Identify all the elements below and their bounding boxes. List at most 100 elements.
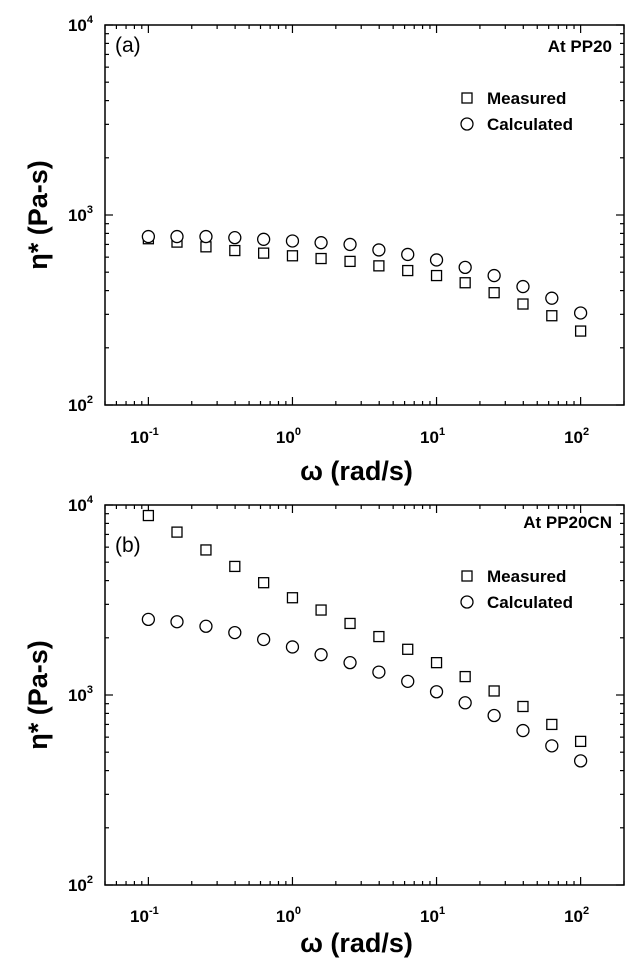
legend-marker-measured [461, 92, 473, 104]
data-point-calculated [170, 615, 184, 629]
data-point-calculated [141, 229, 156, 244]
data-point-measured [459, 670, 471, 683]
chart-title: At PP20CN [523, 513, 612, 532]
data-point-calculated [314, 648, 328, 662]
x-tick-label: 10-1 [130, 426, 159, 447]
x-tick-label: 101 [420, 426, 445, 447]
data-point-measured [286, 592, 299, 604]
series-measured [142, 509, 587, 748]
data-point-measured [315, 252, 327, 265]
data-point-calculated [545, 739, 559, 753]
data-point-calculated [458, 260, 472, 275]
x-tick-label: 101 [420, 905, 445, 926]
data-point-measured [229, 244, 241, 257]
y-axis-label: η* (Pa-s) [23, 640, 53, 750]
data-point-measured [402, 643, 414, 655]
legend-label-calculated: Calculated [487, 593, 573, 612]
data-point-calculated [141, 612, 156, 627]
data-point-calculated [372, 243, 386, 257]
data-point-calculated [458, 696, 472, 710]
y-tick-label-exponent: 4 [87, 14, 94, 26]
x-tick-label-base: 10 [564, 428, 583, 447]
legend-label-calculated: Calculated [487, 115, 573, 134]
data-point-calculated [256, 632, 271, 647]
data-point-measured [229, 560, 241, 573]
data-point-measured [257, 577, 270, 589]
x-tick-label-exponent: 1 [439, 426, 445, 438]
y-tick-label-base: 10 [68, 496, 87, 515]
y-tick-label-exponent: 2 [87, 874, 93, 886]
data-point-calculated [429, 685, 444, 699]
y-tick-label-base: 10 [68, 396, 87, 415]
legend-label-measured: Measured [487, 89, 566, 108]
y-tick-label-base: 10 [68, 206, 87, 225]
data-point-calculated [170, 229, 184, 244]
y-tick-label: 103 [68, 204, 93, 225]
data-point-measured [257, 247, 270, 259]
x-tick-label: 102 [564, 905, 589, 926]
data-point-measured [430, 657, 443, 669]
x-tick-label-base: 10 [276, 907, 295, 926]
data-point-measured [517, 298, 529, 310]
y-tick-label-base: 10 [68, 686, 87, 705]
data-point-calculated [487, 708, 501, 723]
x-tick-label-exponent: 2 [583, 905, 589, 917]
y-tick-label-base: 10 [68, 876, 87, 895]
data-point-measured [200, 241, 212, 253]
legend: Measured Calculated [460, 567, 573, 612]
data-point-calculated [516, 279, 530, 294]
x-tick-label-base: 10 [130, 428, 149, 447]
data-point-calculated [228, 230, 242, 245]
data-point-measured [430, 269, 443, 282]
data-point-measured [488, 685, 500, 697]
x-tick-label-exponent: 0 [295, 426, 301, 438]
y-tick-label-exponent: 3 [87, 204, 93, 216]
x-axis-label: ω (rad/s) [300, 928, 413, 958]
y-tick-label-base: 10 [68, 16, 87, 35]
x-tick-label: 102 [564, 426, 589, 447]
data-point-measured [344, 617, 356, 630]
y-tick-label-exponent: 2 [87, 394, 93, 406]
x-tick-label-base: 10 [276, 428, 295, 447]
data-point-calculated [573, 306, 588, 320]
data-point-measured [546, 718, 558, 731]
data-point-measured [344, 255, 356, 268]
data-point-measured [459, 277, 471, 289]
panel-label: (b) [115, 534, 141, 557]
x-tick-label-exponent: 0 [295, 905, 301, 917]
data-point-calculated [199, 229, 213, 244]
data-point-calculated [199, 619, 213, 633]
data-point-calculated [343, 237, 357, 252]
data-point-calculated [285, 640, 300, 654]
data-point-measured [574, 735, 587, 748]
data-point-measured [286, 250, 299, 262]
legend-label-measured: Measured [487, 567, 566, 586]
y-tick-label: 104 [68, 14, 94, 35]
y-tick-label: 102 [68, 394, 93, 415]
y-tick-label-exponent: 3 [87, 684, 93, 696]
data-point-calculated [487, 268, 501, 283]
data-point-measured [402, 264, 414, 277]
data-point-calculated [343, 656, 357, 670]
data-point-calculated [228, 625, 242, 640]
data-point-calculated [573, 754, 588, 768]
x-tick-label: 100 [276, 426, 301, 447]
data-point-calculated [285, 234, 300, 248]
data-point-calculated [401, 247, 415, 262]
data-point-measured [574, 325, 587, 337]
data-point-measured [373, 260, 385, 272]
legend-marker-calculated [460, 595, 474, 609]
data-point-calculated [372, 665, 386, 679]
chart-title: At PP20 [548, 37, 612, 56]
y-tick-label: 102 [68, 874, 93, 895]
data-point-calculated [256, 232, 271, 246]
y-tick-label: 104 [68, 494, 94, 515]
plot-frame [104, 24, 625, 406]
data-point-measured [200, 544, 212, 556]
data-point-measured [315, 604, 327, 616]
x-tick-label-base: 10 [420, 428, 439, 447]
panel-label: (a) [115, 34, 141, 57]
